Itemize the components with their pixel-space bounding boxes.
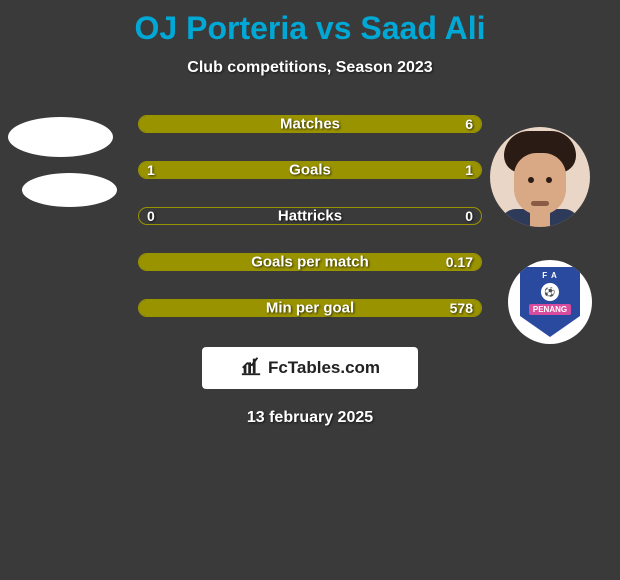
bar-right — [310, 162, 481, 178]
bar-right — [139, 254, 481, 270]
bar-left — [139, 162, 310, 178]
page-title: OJ Porteria vs Saad Ali — [0, 0, 620, 47]
watermark-text: FcTables.com — [268, 358, 380, 378]
club-crest-top: F A — [542, 271, 558, 280]
player-right-club-logo: F A ⚽ PENANG — [508, 260, 592, 344]
player-right-photo — [490, 127, 590, 227]
stat-label: Hattricks — [139, 208, 481, 225]
stat-value-right: 0 — [465, 208, 473, 224]
bar-right — [139, 300, 481, 316]
watermark: FcTables.com — [202, 347, 418, 389]
stat-value-left: 0 — [147, 208, 155, 224]
subtitle: Club competitions, Season 2023 — [0, 59, 620, 77]
date-line: 13 february 2025 — [0, 409, 620, 427]
player-left-club-logo — [22, 173, 117, 207]
stat-row: Min per goal578 — [138, 299, 482, 317]
stat-row: Goals11 — [138, 161, 482, 179]
stat-row: Hattricks0 0 — [138, 207, 482, 225]
stat-row: Matches6 — [138, 115, 482, 133]
bar-right — [139, 116, 481, 132]
stat-row: Goals per match0.17 — [138, 253, 482, 271]
club-crest-label: PENANG — [529, 304, 571, 315]
chart-icon — [240, 355, 262, 382]
stats-chart: Matches6 Goals11 Hattricks0 0 Goals per matc… — [138, 115, 482, 317]
player-left-photo — [8, 117, 113, 157]
